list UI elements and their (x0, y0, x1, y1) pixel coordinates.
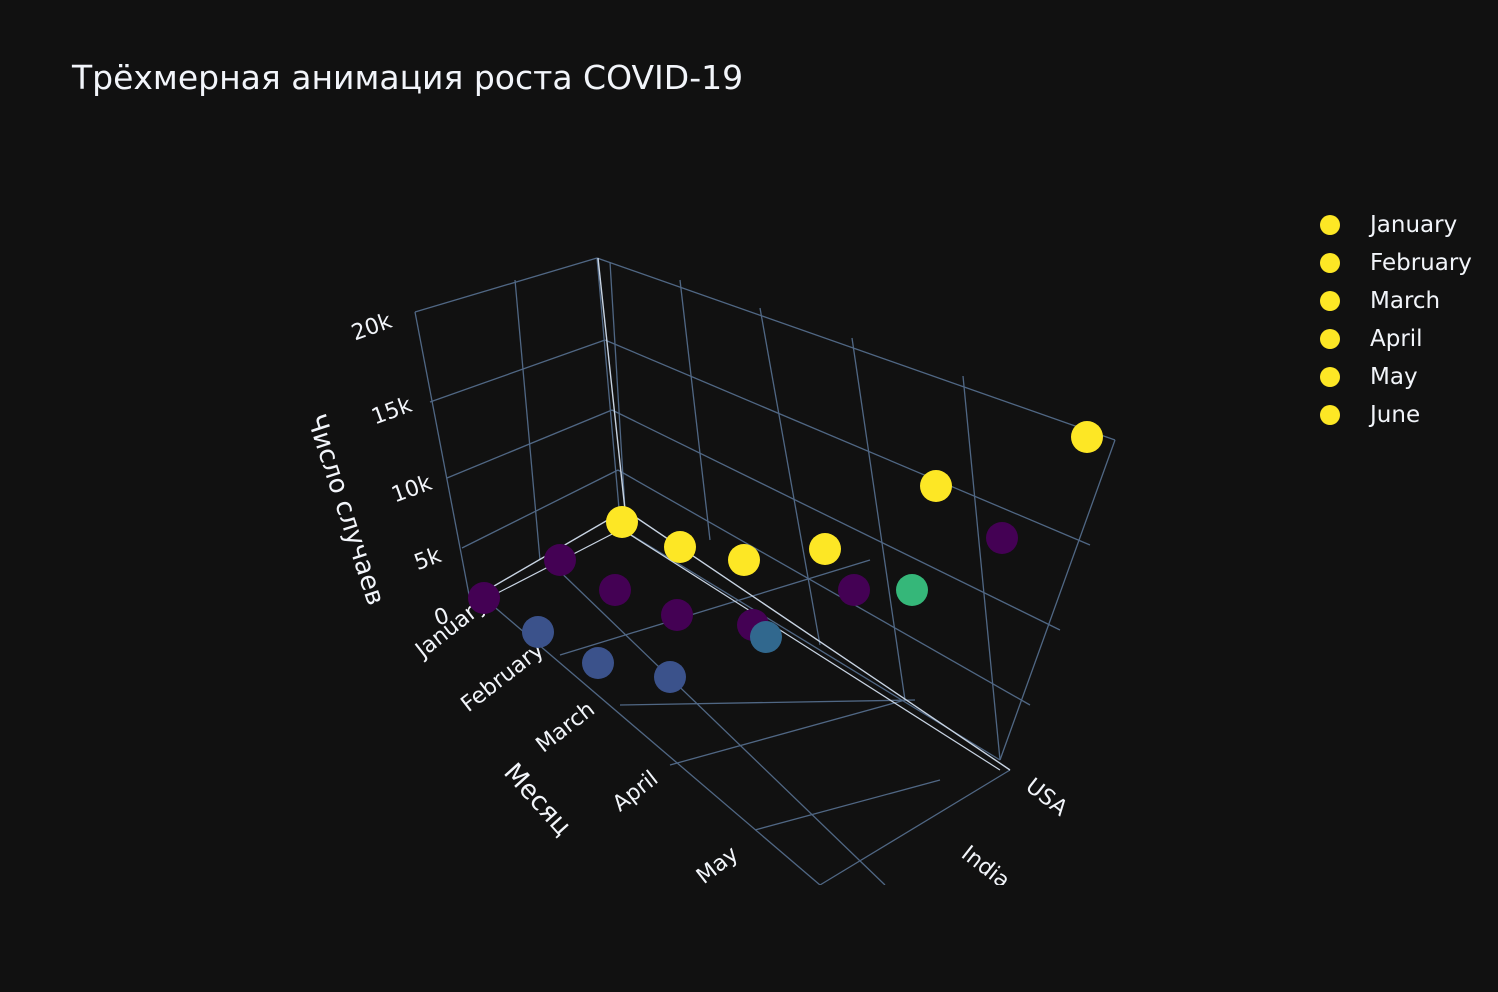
grid-line-cases-level (604, 339, 1091, 546)
grid-line-floor (614, 524, 1001, 761)
grid-line-floor (754, 779, 941, 831)
grid-line-floor (559, 559, 871, 656)
data-marker[interactable]: June: 8000 (986, 522, 1018, 554)
grid-line-floor (819, 769, 1011, 886)
grid-line-cases-level (414, 257, 598, 313)
data-marker[interactable]: May: 4000 (838, 574, 870, 606)
legend-item[interactable]: January (1318, 206, 1472, 244)
cases-tick-label: 15k (368, 393, 415, 431)
grid-line-cases-level (446, 409, 613, 479)
cases-axis-title: Число случаев (301, 411, 391, 609)
grid-line-vertical (679, 279, 711, 541)
grid-line-floor (669, 699, 906, 766)
legend-marker-icon (1320, 329, 1340, 349)
data-marker[interactable]: May: 1500 (896, 574, 928, 606)
legend-item[interactable]: May (1318, 358, 1472, 396)
chart-title: Трёхмерная анимация роста COVID-19 (72, 58, 744, 97)
data-marker[interactable]: January: 2000 (468, 582, 500, 614)
data-marker[interactable]: June: 20000 (1071, 421, 1103, 453)
data-marker[interactable]: February: 1500 (582, 647, 614, 679)
legend-label: February (1370, 250, 1472, 276)
legend-marker-icon (1320, 215, 1340, 235)
legend-marker-icon (1320, 405, 1340, 425)
grid-line-vertical (759, 307, 821, 646)
grid-line-floor (547, 559, 886, 886)
axis-edge-line (614, 524, 1001, 771)
data-marker[interactable]: April: 1500 (750, 621, 782, 653)
grid-line-floor (619, 699, 916, 706)
country-tick-label: USA (1021, 774, 1072, 822)
axis-lines (469, 257, 1011, 771)
legend-marker-icon (1320, 291, 1340, 311)
month-tick-label: May (692, 842, 743, 890)
grid-line-vertical (514, 279, 541, 561)
data-marker[interactable]: February: 7000 (664, 531, 696, 563)
legend-label: January (1370, 212, 1458, 238)
cases-axis-line (597, 257, 626, 511)
grid-line-vertical (414, 311, 471, 601)
cases-tick-label: 10k (388, 471, 435, 509)
scene-clip-mask (680, 885, 1100, 992)
cases-tick-label: 5k (411, 543, 445, 576)
grid-line-vertical (609, 261, 626, 511)
legend-marker-icon (1320, 367, 1340, 387)
legend-item[interactable]: March (1318, 282, 1472, 320)
grid-line-vertical (962, 375, 1001, 761)
month-tick-label: April (608, 766, 663, 817)
data-marker[interactable]: March: 1400 (661, 599, 693, 631)
data-marker[interactable]: April: 10000 (809, 533, 841, 565)
data-marker[interactable]: March: 8000 (728, 544, 760, 576)
month-tick-label: March (532, 697, 600, 758)
month-tick-label: February (457, 638, 549, 718)
tick-labels: 20k15k10k5k0JanuaryFebruaryMarchAprilMay… (301, 309, 1100, 992)
legend-label: March (1370, 288, 1441, 314)
legend-item[interactable]: February (1318, 244, 1472, 282)
month-axis-title: Месяц (497, 758, 577, 842)
grid-line-vertical (596, 257, 621, 521)
legend-label: April (1370, 326, 1423, 352)
legend-item[interactable]: June (1318, 396, 1472, 434)
grid-line-cases-level (617, 469, 1031, 706)
grid-line-vertical (851, 337, 906, 701)
legend-label: May (1370, 364, 1418, 390)
data-marker[interactable]: March: 1000 (654, 661, 686, 693)
grid-lines (414, 257, 1116, 886)
grid-line-cases-level (611, 409, 1061, 631)
legend-label: June (1370, 402, 1421, 428)
grid-line-cases-level (429, 339, 606, 403)
data-marker[interactable]: May: 15000 (920, 470, 952, 502)
data-marker[interactable]: January: 1000 (544, 544, 576, 576)
legend: January February March April May June (1318, 206, 1472, 434)
grid-line-cases-level (461, 469, 619, 549)
legend-item[interactable]: April (1318, 320, 1472, 358)
data-marker[interactable]: February: 1200 (599, 574, 631, 606)
legend-marker-icon (1320, 253, 1340, 273)
data-markers[interactable]: January: 6000 February: 7000 March: 8000 Ap… (468, 421, 1103, 693)
data-marker[interactable]: January: 3000 (522, 616, 554, 648)
grid-line-vertical (999, 439, 1116, 761)
grid-line-cases-level (596, 257, 1116, 441)
data-marker[interactable]: January: 6000 (606, 506, 638, 538)
cases-tick-label: 20k (348, 309, 395, 347)
